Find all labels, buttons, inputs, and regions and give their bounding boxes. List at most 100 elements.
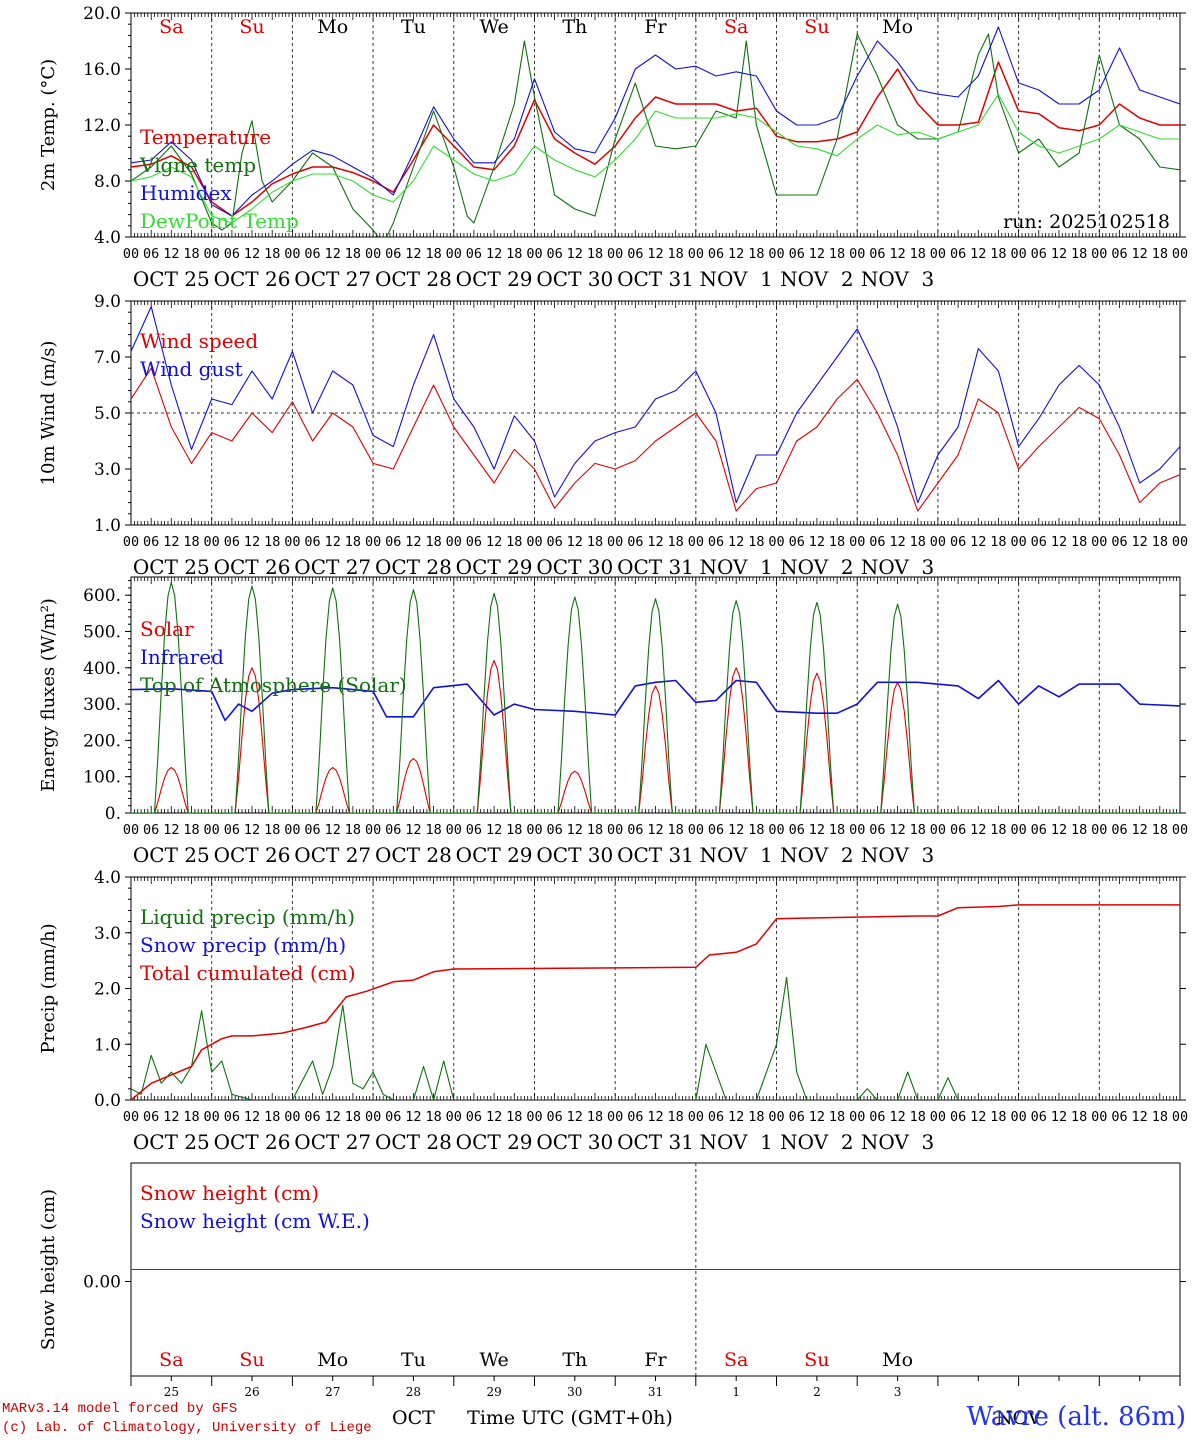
weekday-label: Su [239,16,264,38]
day-number: 3 [894,1385,902,1399]
hour-tick-label: 18 [990,246,1006,262]
hour-tick-label: 06 [1111,822,1127,838]
weekday-label: Tu [401,16,426,38]
hour-tick-label: 06 [869,822,885,838]
weekday-label: Mo [317,16,348,38]
legend-entry: Humidex [140,181,232,205]
hour-tick-label: 18 [183,822,199,838]
hour-tick-label: 12 [325,534,341,550]
legend-entry: Liquid precip (mm/h) [140,905,355,929]
hour-tick-label: 18 [910,246,926,262]
hour-tick-label: 06 [1031,822,1047,838]
hour-tick-label: 12 [970,246,986,262]
y-tick-label: 500. [83,622,121,642]
hour-tick-label: 06 [304,534,320,550]
hour-tick-label: 06 [304,822,320,838]
hour-tick-label: 12 [647,534,663,550]
hour-tick-label: 12 [486,246,502,262]
day-number: 1 [732,1385,740,1399]
hour-tick-label: 00 [1172,1109,1188,1125]
plot-frame [130,12,1181,238]
hour-tick-label: 18 [264,1109,280,1125]
hour-tick-label: 00 [123,822,139,838]
weekday-label: We [479,1349,508,1371]
hour-tick-label: 12 [1132,246,1148,262]
weekday-label: Su [804,16,829,38]
hour-tick-label: 12 [405,1109,421,1125]
hour-tick-label: 12 [325,246,341,262]
weekday-label: Mo [317,1349,348,1371]
hour-tick-label: 12 [163,534,179,550]
hour-tick-label: 06 [547,1109,563,1125]
hour-tick-label: 00 [446,1109,462,1125]
hour-tick-label: 00 [123,1109,139,1125]
y-tick-label: 9.0 [94,292,121,312]
station-name: Wavre (alt. 86m) [966,1402,1186,1432]
hour-tick-label: 00 [849,534,865,550]
y-axis-label: Energy fluxes (W/m²) [38,598,59,792]
hour-tick-label: 00 [607,246,623,262]
date-label: NOV 3 [861,843,934,867]
hour-tick-label: 00 [849,822,865,838]
weekday-label: Sa [724,1349,748,1371]
hour-tick-label: 06 [304,246,320,262]
hour-tick-label: 18 [829,1109,845,1125]
y-tick-label: 20.0 [83,4,121,24]
date-label: NOV 3 [861,267,934,291]
y-axis-label: Snow height (cm) [38,1189,59,1350]
weekday-label: We [479,16,508,38]
date-label: NOV 2 [780,843,853,867]
series-line-wind-speed [131,367,1180,512]
hour-tick-label: 00 [1010,534,1026,550]
bottom-ticks [130,1376,1181,1386]
hour-tick-label: 18 [1071,534,1087,550]
hour-tick-label: 12 [809,246,825,262]
hour-tick-label: 06 [869,246,885,262]
hour-tick-label: 00 [123,246,139,262]
hour-tick-label: 18 [748,246,764,262]
series-line-vigne-temp [131,33,1180,237]
hour-tick-label: 12 [1132,534,1148,550]
y-axis-label: 10m Wind (m/s) [38,341,59,486]
hour-tick-label: 18 [1152,1109,1168,1125]
legend-entry: Solar [140,617,194,641]
series-line-top-of-atmosphere-solar- [131,581,1180,813]
hour-tick-label: 06 [950,246,966,262]
hour-tick-label: 00 [204,1109,220,1125]
hour-tick-label: 18 [748,534,764,550]
hour-tick-label: 00 [1091,534,1107,550]
hour-tick-label: 00 [930,822,946,838]
hour-tick-label: 00 [688,822,704,838]
day-number: 28 [406,1385,421,1399]
hour-tick-label: 12 [1132,1109,1148,1125]
month-label-nov: NOV [996,1407,1042,1429]
date-label: OCT 25 [133,1130,210,1154]
hour-tick-label: 00 [768,534,784,550]
y-tick-label: 0. [105,804,121,824]
series-line-wind-gust [131,306,1180,504]
hour-tick-label: 12 [809,822,825,838]
hour-tick-label: 18 [345,246,361,262]
hour-tick-label: 18 [910,534,926,550]
hour-tick-label: 00 [204,822,220,838]
date-label: NOV 1 [699,1130,772,1154]
hour-tick-label: 00 [526,822,542,838]
series-line-humidex [131,26,1180,217]
hour-tick-label: 18 [748,822,764,838]
hour-tick-label: 06 [385,822,401,838]
hour-tick-label: 06 [466,246,482,262]
hour-tick-label: 00 [607,822,623,838]
hour-tick-label: 06 [627,246,643,262]
hour-tick-label: 06 [224,246,240,262]
hour-tick-label: 06 [627,1109,643,1125]
hour-tick-label: 12 [647,1109,663,1125]
hour-tick-label: 06 [708,534,724,550]
series-group [131,904,1180,1100]
hour-tick-label: 00 [284,822,300,838]
date-label: OCT 25 [133,267,210,291]
date-label: OCT 28 [375,555,452,579]
date-label: OCT 28 [375,1130,452,1154]
date-label: OCT 26 [214,1130,291,1154]
date-label: OCT 29 [456,1130,533,1154]
hour-tick-label: 12 [405,246,421,262]
